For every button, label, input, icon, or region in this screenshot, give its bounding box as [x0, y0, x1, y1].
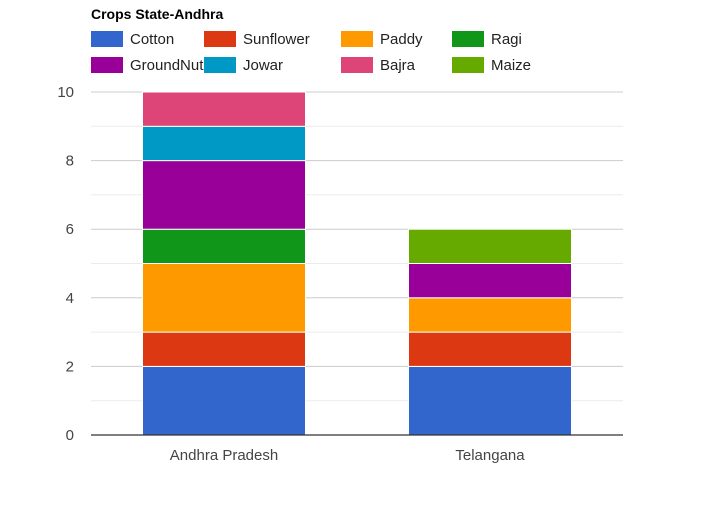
y-axis: 0 2 4 6 8 10	[57, 84, 74, 444]
bar-segment-jowar-0[interactable]	[142, 125, 306, 162]
legend-label: Paddy	[380, 31, 423, 48]
legend-label: Cotton	[130, 31, 174, 48]
legend-swatch	[204, 31, 236, 47]
legend-swatch	[91, 57, 123, 73]
legend-item-groundnut[interactable]: GroundNut	[91, 57, 204, 74]
y-tick-label: 4	[66, 290, 74, 307]
bar-segment-groundnut-0[interactable]	[142, 160, 306, 230]
x-tick-label: Telangana	[455, 447, 525, 464]
bar-segment-paddy-0[interactable]	[142, 263, 306, 333]
legend-item-paddy[interactable]: Paddy	[341, 31, 423, 48]
bar-segment-sunflower-1[interactable]	[408, 331, 572, 367]
bar-segment-ragi-0[interactable]	[142, 228, 306, 264]
legend-swatch	[452, 57, 484, 73]
chart-title: Crops State-Andhra	[91, 6, 223, 22]
legend-label: Jowar	[243, 57, 283, 74]
bar-segment-sunflower-0[interactable]	[142, 331, 306, 367]
legend-item-maize[interactable]: Maize	[452, 57, 531, 74]
legend-item-cotton[interactable]: Cotton	[91, 31, 174, 48]
bar-segment-groundnut-1[interactable]	[408, 263, 572, 299]
legend-label: GroundNut	[130, 57, 204, 74]
x-axis: Andhra Pradesh Telangana	[91, 434, 623, 464]
bar-segment-cotton-1[interactable]	[408, 365, 572, 436]
bar-segment-paddy-1[interactable]	[408, 297, 572, 333]
legend-label: Sunflower	[243, 31, 310, 48]
legend[interactable]: Cotton Sunflower Paddy Ragi GroundNut Jowar Ba…	[91, 31, 531, 74]
x-tick-label: Andhra Pradesh	[170, 447, 278, 464]
legend-item-sunflower[interactable]: Sunflower	[204, 31, 310, 48]
bar-segment-cotton-0[interactable]	[142, 365, 306, 436]
legend-label: Maize	[491, 57, 531, 74]
y-tick-label: 2	[66, 358, 74, 375]
legend-item-bajra[interactable]: Bajra	[341, 57, 416, 74]
legend-swatch	[341, 57, 373, 73]
legend-swatch	[204, 57, 236, 73]
bars	[142, 91, 572, 436]
bar-segment-bajra-0[interactable]	[142, 91, 306, 127]
legend-item-jowar[interactable]: Jowar	[204, 57, 283, 74]
legend-swatch	[341, 31, 373, 47]
y-tick-label: 0	[66, 427, 74, 444]
y-tick-label: 8	[66, 153, 74, 170]
legend-swatch	[91, 31, 123, 47]
legend-label: Bajra	[380, 57, 416, 74]
legend-label: Ragi	[491, 31, 522, 48]
y-tick-label: 6	[66, 221, 74, 238]
y-tick-label: 10	[57, 84, 74, 101]
legend-item-ragi[interactable]: Ragi	[452, 31, 522, 48]
bar-segment-maize-1[interactable]	[408, 228, 572, 264]
legend-swatch	[452, 31, 484, 47]
